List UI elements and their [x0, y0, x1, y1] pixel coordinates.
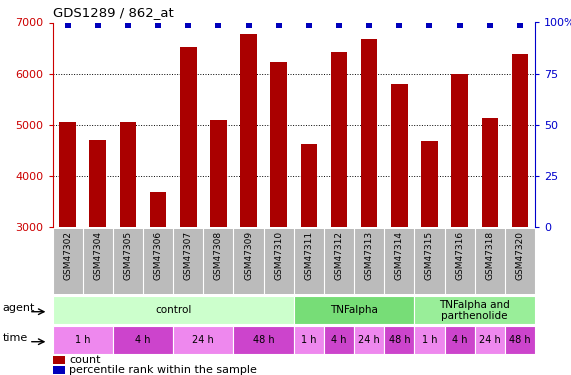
Bar	[481, 117, 498, 227]
Text: 1 h: 1 h	[75, 335, 90, 345]
Text: 1 h: 1 h	[301, 335, 316, 345]
Bar	[451, 74, 468, 227]
Text: GDS1289 / 862_at: GDS1289 / 862_at	[53, 6, 173, 18]
Bar	[53, 366, 65, 374]
Bar	[415, 326, 445, 354]
Text: GSM47306: GSM47306	[154, 231, 163, 280]
Text: TNFalpha: TNFalpha	[330, 305, 378, 315]
Text: 4 h: 4 h	[331, 335, 347, 345]
Point	[335, 22, 344, 28]
Bar	[173, 326, 234, 354]
Point	[93, 22, 102, 28]
Point	[455, 22, 464, 28]
Text: 1 h: 1 h	[422, 335, 437, 345]
Text: GSM47307: GSM47307	[184, 231, 193, 280]
Point	[365, 22, 374, 28]
Bar	[475, 326, 505, 354]
Text: GSM47304: GSM47304	[93, 231, 102, 280]
Bar	[113, 326, 173, 354]
Text: GSM47312: GSM47312	[335, 231, 344, 280]
Text: 48 h: 48 h	[253, 335, 275, 345]
Bar	[150, 192, 166, 227]
Bar	[421, 141, 438, 227]
Text: count: count	[70, 355, 101, 365]
Text: GSM47316: GSM47316	[455, 231, 464, 280]
Bar	[361, 39, 377, 227]
Text: GSM47320: GSM47320	[516, 231, 524, 280]
Point	[395, 22, 404, 28]
Text: GSM47308: GSM47308	[214, 231, 223, 280]
Text: GSM47305: GSM47305	[123, 231, 132, 280]
Point	[123, 22, 132, 28]
Bar	[293, 296, 415, 324]
Text: 48 h: 48 h	[388, 335, 410, 345]
Point	[485, 22, 494, 28]
Point	[516, 22, 525, 28]
Text: 24 h: 24 h	[358, 335, 380, 345]
Text: 4 h: 4 h	[452, 335, 468, 345]
Text: 24 h: 24 h	[192, 335, 214, 345]
Point	[244, 22, 253, 28]
Bar	[512, 54, 528, 227]
Text: GSM47309: GSM47309	[244, 231, 253, 280]
Bar	[180, 47, 196, 227]
Text: GSM47311: GSM47311	[304, 231, 313, 280]
Point	[63, 22, 72, 28]
Text: agent: agent	[3, 303, 35, 313]
Text: GSM47318: GSM47318	[485, 231, 494, 280]
Bar	[210, 120, 227, 227]
Text: GSM47302: GSM47302	[63, 231, 72, 280]
Bar	[234, 326, 293, 354]
Bar	[120, 122, 136, 227]
Point	[154, 22, 163, 28]
Point	[425, 22, 434, 28]
Point	[184, 22, 193, 28]
Bar	[53, 326, 113, 354]
Bar	[90, 140, 106, 227]
Bar	[53, 296, 293, 324]
Bar	[505, 326, 535, 354]
Text: 4 h: 4 h	[135, 335, 151, 345]
Bar	[300, 144, 317, 227]
Point	[304, 22, 313, 28]
Bar	[271, 62, 287, 227]
Bar	[445, 326, 475, 354]
Text: GSM47314: GSM47314	[395, 231, 404, 280]
Point	[214, 22, 223, 28]
Text: 24 h: 24 h	[479, 335, 501, 345]
Text: GSM47313: GSM47313	[365, 231, 373, 280]
Text: GSM47315: GSM47315	[425, 231, 434, 280]
Bar	[384, 326, 415, 354]
Text: time: time	[3, 333, 28, 344]
Bar	[293, 326, 324, 354]
Bar	[53, 356, 65, 364]
Text: control: control	[155, 305, 191, 315]
Text: GSM47310: GSM47310	[274, 231, 283, 280]
Text: 48 h: 48 h	[509, 335, 531, 345]
Bar	[391, 84, 408, 227]
Text: TNFalpha and
parthenolide: TNFalpha and parthenolide	[439, 300, 510, 321]
Bar	[331, 52, 347, 227]
Bar	[354, 326, 384, 354]
Bar	[59, 122, 76, 227]
Bar	[415, 296, 535, 324]
Bar	[324, 326, 354, 354]
Point	[274, 22, 283, 28]
Bar	[240, 34, 257, 227]
Text: percentile rank within the sample: percentile rank within the sample	[70, 365, 258, 375]
